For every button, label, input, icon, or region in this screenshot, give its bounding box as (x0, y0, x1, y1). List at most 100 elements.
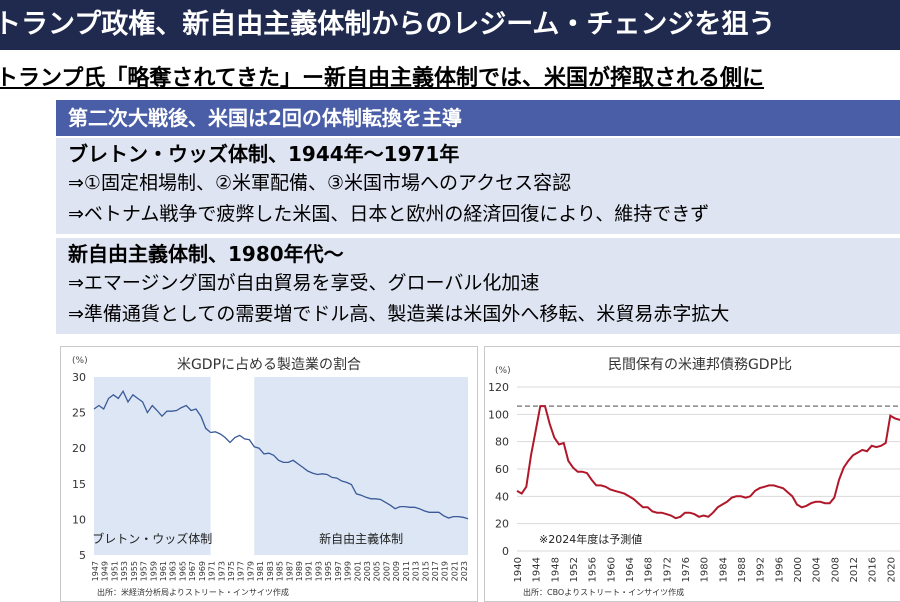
chart-source: 出所：CBOよりストリート・インサイツ作成 (523, 587, 684, 597)
y-tick-label: 60 (495, 463, 509, 476)
y-tick-label: 20 (72, 442, 86, 455)
x-tick-label: 1975 (227, 561, 236, 581)
x-tick-label: 1996 (774, 557, 785, 582)
x-tick-label: 1983 (266, 561, 275, 581)
x-tick-label: 1965 (178, 561, 187, 581)
section-header-text: 第二次大戦後、米国は2回の体制転換を主導 (68, 106, 462, 130)
x-tick-label: 1952 (569, 557, 580, 582)
x-tick-label: 2021 (450, 561, 459, 581)
series-line (516, 405, 900, 520)
x-tick-label: 1976 (681, 557, 692, 582)
x-tick-label: 1949 (101, 561, 110, 581)
x-tick-label: 2000 (793, 557, 804, 582)
y-tick-label: 20 (495, 518, 509, 531)
block1-line1: ⇒①固定相場制、②米軍配備、③米国市場へのアクセス容認 (68, 172, 572, 194)
x-tick-label: 1956 (588, 557, 599, 582)
x-tick-label: 1953 (120, 561, 129, 581)
y-tick-label: 10 (72, 513, 86, 526)
x-tick-label: 1969 (198, 561, 207, 581)
x-tick-label: 1972 (662, 557, 673, 582)
x-tick-label: 2019 (441, 561, 450, 581)
x-tick-label: 1980 (700, 557, 711, 582)
x-tick-label: 1968 (644, 557, 655, 582)
x-tick-label: 1957 (140, 561, 149, 581)
x-tick-label: 2023 (460, 561, 469, 581)
y-tick-label: 0 (502, 545, 509, 558)
x-tick-label: 1951 (110, 561, 119, 581)
x-tick-label: 1985 (276, 561, 285, 581)
bretton-woods-block: ブレトン・ウッズ体制、1944年～1971年 ⇒①固定相場制、②米軍配備、③米国… (56, 138, 900, 234)
x-tick-label: 2017 (431, 561, 440, 581)
y-tick-label: 25 (72, 407, 86, 420)
block2-heading: 新自由主義体制、1980年代～ (68, 242, 344, 266)
x-tick-label: 1963 (169, 561, 178, 581)
x-tick-label: 1987 (285, 561, 294, 581)
x-tick-label: 1947 (91, 561, 100, 581)
series-line (93, 389, 469, 520)
x-tick-label: 2011 (402, 561, 411, 581)
shaded-region-label-2: 新自由主義体制 (319, 531, 403, 546)
manufacturing-share-svg: 米GDPに占める製造業の割合 (%) ブレトン・ウッズ体制 新自由主義体制 5 10 15 2… (72, 356, 469, 597)
chart-source: 出所：米経済分析局よりストリート・インサイツ作成 (97, 587, 289, 597)
y-axis-unit: (%) (495, 366, 511, 376)
x-tick-label: 1999 (344, 561, 353, 581)
block1-line2: ⇒ベトナム戦争で疲弊した米国、日本と欧州の経済回復により、維持できず (68, 203, 710, 225)
y-tick-label: 5 (79, 549, 86, 562)
shaded-region-1 (94, 377, 211, 555)
x-tick-label: 1992 (756, 557, 767, 582)
x-tick-label: 1997 (334, 561, 343, 581)
y-tick-label: 40 (495, 490, 509, 503)
x-tick-label: 1964 (625, 557, 636, 582)
x-tick-label: 2015 (421, 561, 430, 581)
y-tick-label: 15 (72, 478, 86, 491)
subtitle-text: トランプ氏「略奪されてきた」ー新自由主義体制では、米国が搾取される側に (0, 66, 765, 91)
y-axis-unit: (%) (72, 356, 88, 366)
federal-debt-svg: 民間保有の米連邦債務GDP比 (%) 0 20 40 60 80 100 120 1940 1944… (488, 357, 900, 597)
x-tick-label: 1977 (237, 561, 246, 581)
x-tick-label: 1979 (246, 561, 255, 581)
slide-title-bar: トランプ政権、新自由主義体制からのレジーム・チェンジを狙う (0, 0, 900, 50)
x-tick-label: 1959 (149, 561, 158, 581)
federal-debt-chart: 民間保有の米連邦債務GDP比 (%) 0 20 40 60 80 100 120 1940 1944… (484, 346, 900, 602)
x-tick-label: 2005 (373, 561, 382, 581)
x-tick-label: 2007 (382, 561, 391, 581)
x-tick-label: 2012 (849, 557, 860, 582)
neoliberal-block: 新自由主義体制、1980年代～ ⇒エマージング国が自由貿易を享受、グローバル化加… (56, 238, 900, 334)
x-tick-label: 2001 (353, 561, 362, 581)
chart-annotation: ※2024年度は予測値 (539, 532, 642, 546)
section-header: 第二次大戦後、米国は2回の体制転換を主導 (56, 100, 900, 136)
block2-line2: ⇒準備通貨としての需要増でドル高、製造業は米国外へ移転、米貿易赤字拡大 (68, 303, 730, 325)
x-tick-label: 1940 (513, 557, 524, 582)
x-tick-label: 2020 (886, 557, 897, 582)
x-tick-label: 2008 (830, 557, 841, 582)
shaded-region-2 (254, 377, 468, 555)
x-tick-label: 1991 (305, 561, 314, 581)
x-tick-label: 1955 (130, 561, 139, 581)
x-tick-label: 1973 (217, 561, 226, 581)
y-tick-label: 120 (488, 381, 509, 394)
x-tick-label: 2003 (363, 561, 372, 581)
x-tick-label: 2016 (868, 557, 879, 582)
block2-line1: ⇒エマージング国が自由貿易を享受、グローバル化加速 (68, 272, 540, 294)
chart-title: 米GDPに占める製造業の割合 (177, 356, 361, 373)
block1-heading: ブレトン・ウッズ体制、1944年～1971年 (68, 142, 460, 166)
y-tick-label: 100 (488, 408, 509, 421)
slide-subtitle: トランプ氏「略奪されてきた」ー新自由主義体制では、米国が搾取される側に (0, 58, 900, 94)
x-tick-label: 1971 (208, 561, 217, 581)
x-tick-label: 2009 (392, 561, 401, 581)
x-tick-label: 1981 (256, 561, 265, 581)
chart-title: 民間保有の米連邦債務GDP比 (608, 357, 792, 373)
x-tick-label: 1984 (718, 557, 729, 582)
slide-title: トランプ政権、新自由主義体制からのレジーム・チェンジを狙う (0, 9, 776, 40)
x-tick-label: 1967 (188, 561, 197, 581)
x-tick-label: 1989 (295, 561, 304, 581)
x-tick-label: 1961 (159, 561, 168, 581)
y-tick-label: 80 (495, 436, 509, 449)
x-tick-label: 1995 (324, 561, 333, 581)
x-tick-label: 1993 (314, 561, 323, 581)
x-tick-label: 2013 (412, 561, 421, 581)
shaded-region-label-1: ブレトン・ウッズ体制 (92, 531, 212, 546)
manufacturing-share-chart: 米GDPに占める製造業の割合 (%) ブレトン・ウッズ体制 新自由主義体制 5 10 15 2… (60, 346, 478, 602)
x-tick-label: 1960 (606, 557, 617, 582)
x-tick-label: 1948 (550, 557, 561, 582)
